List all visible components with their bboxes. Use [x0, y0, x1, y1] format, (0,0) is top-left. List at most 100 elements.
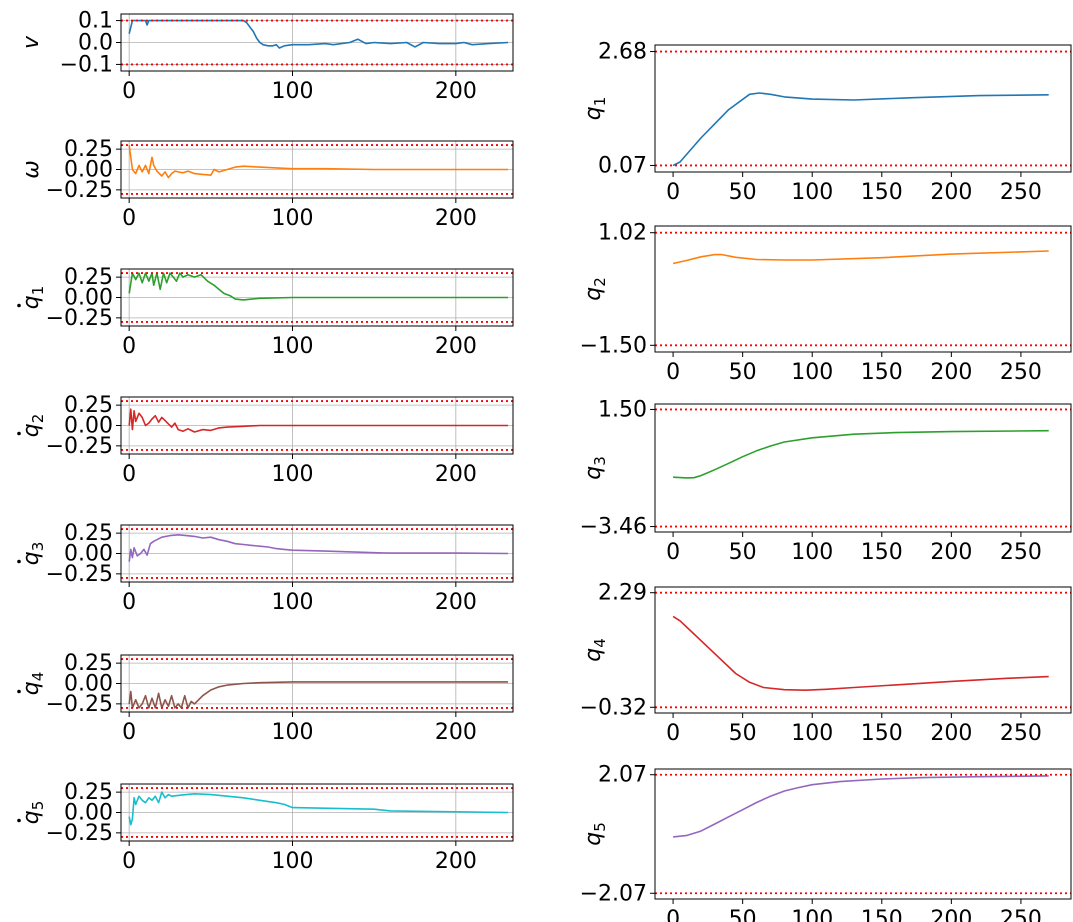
x-tick-label: 0	[122, 334, 136, 359]
x-tick-label: 200	[930, 721, 972, 746]
derivative-dot	[17, 559, 21, 564]
x-tick-label: 50	[729, 721, 757, 746]
subplot-2: 0 100 200 0.250.00−0.25ω	[19, 137, 514, 231]
series-line	[673, 429, 1049, 479]
axes-frame	[654, 44, 1072, 173]
y-tick-label: −3.46	[580, 515, 647, 540]
y-tick-label: 2.07	[598, 763, 647, 788]
y-tick-label: 0.0	[78, 31, 113, 56]
x-tick-label: 0	[666, 180, 680, 205]
x-tick-label: 50	[729, 540, 757, 565]
x-tick-label: 250	[1000, 907, 1042, 922]
y-tick-label: 1.50	[598, 397, 647, 422]
x-tick-label: 0	[666, 540, 680, 565]
y-tick-label: 2.29	[598, 581, 647, 606]
x-tick-label: 100	[272, 462, 314, 487]
y-tick-label: −0.25	[46, 306, 113, 331]
x-tick-label: 200	[930, 180, 972, 205]
y-tick-label: 0.25	[64, 521, 113, 546]
axes-frame	[654, 586, 1072, 714]
series-line	[128, 408, 509, 433]
x-tick-label: 0	[666, 360, 680, 385]
y-axis-label: v	[19, 35, 44, 49]
derivative-dot	[17, 818, 21, 823]
x-tick-label: 0	[666, 907, 680, 922]
y-tick-label: 0.00	[64, 801, 113, 826]
y-tick-label: 2.68	[598, 40, 647, 65]
x-tick-label: 250	[1000, 360, 1042, 385]
x-tick-label: 50	[729, 907, 757, 922]
x-tick-label: 150	[861, 360, 903, 385]
x-tick-label: 250	[1000, 540, 1042, 565]
y-tick-label: 0.00	[64, 542, 113, 567]
x-tick-label: 200	[435, 590, 477, 615]
x-tick-label: 200	[435, 334, 477, 359]
x-tick-label: 100	[272, 720, 314, 745]
axes-frame	[654, 403, 1072, 533]
x-tick-label: 100	[272, 334, 314, 359]
x-tick-label: 200	[930, 540, 972, 565]
x-tick-label: 150	[861, 907, 903, 922]
x-tick-label: 200	[930, 360, 972, 385]
x-tick-label: 100	[272, 849, 314, 874]
y-axis-label: q1	[19, 286, 47, 310]
y-tick-label: 0.00	[64, 158, 113, 183]
y-tick-label: 0.00	[64, 414, 113, 439]
y-tick-label: 0.25	[64, 651, 113, 676]
x-tick-label: 100	[791, 907, 833, 922]
x-tick-label: 0	[122, 720, 136, 745]
x-tick-label: 200	[435, 206, 477, 231]
derivative-dot	[17, 303, 21, 308]
y-tick-label: 0.1	[78, 9, 113, 34]
x-tick-label: 50	[729, 360, 757, 385]
derivative-dot	[17, 431, 21, 436]
subplot-10: 0 50 100 150 200 250 1.50 −3.46 q3	[580, 397, 1072, 565]
x-tick-label: 100	[791, 360, 833, 385]
x-tick-label: 200	[435, 462, 477, 487]
y-tick-label: 0.25	[64, 265, 113, 290]
x-tick-label: 100	[791, 721, 833, 746]
x-tick-label: 100	[791, 540, 833, 565]
y-axis-label: ω	[19, 160, 44, 178]
y-tick-label: −0.25	[46, 178, 113, 203]
x-tick-label: 0	[122, 79, 136, 104]
y-axis-label: q3	[581, 456, 609, 480]
y-tick-label: −2.07	[580, 881, 647, 906]
x-tick-label: 200	[435, 849, 477, 874]
subplot-9: 0 50 100 150 200 250 1.02 −1.50 q2	[580, 221, 1072, 385]
y-tick-label: 0.25	[64, 137, 113, 162]
x-tick-label: 100	[272, 79, 314, 104]
y-axis-label: q5	[581, 822, 609, 846]
x-tick-label: 200	[435, 79, 477, 104]
series-line	[128, 144, 509, 179]
series-line	[128, 791, 509, 826]
x-tick-label: 0	[666, 721, 680, 746]
y-axis-label: q1	[581, 97, 609, 121]
x-tick-label: 0	[122, 206, 136, 231]
x-tick-label: 100	[272, 206, 314, 231]
series-line	[672, 250, 1049, 265]
y-tick-label: 0.07	[598, 153, 647, 178]
x-tick-label: 100	[272, 590, 314, 615]
axes-frame	[654, 225, 1072, 353]
x-tick-label: 50	[729, 180, 757, 205]
subplot-8: 0 50 100 150 200 250 2.68 0.07 q1	[581, 40, 1072, 205]
subplot-11: 0 50 100 150 200 250 2.29 −0.32 q4	[580, 581, 1072, 746]
axes-frame	[654, 768, 1072, 900]
series-line	[672, 615, 1049, 692]
series-line	[128, 681, 509, 709]
series-line	[128, 272, 509, 301]
y-axis-label: q5	[19, 801, 47, 825]
x-tick-label: 150	[861, 180, 903, 205]
x-tick-label: 250	[1000, 721, 1042, 746]
y-tick-label: 0.25	[64, 780, 113, 805]
x-tick-label: 0	[122, 590, 136, 615]
y-tick-label: −0.25	[46, 692, 113, 717]
y-tick-label: −0.25	[46, 821, 113, 846]
